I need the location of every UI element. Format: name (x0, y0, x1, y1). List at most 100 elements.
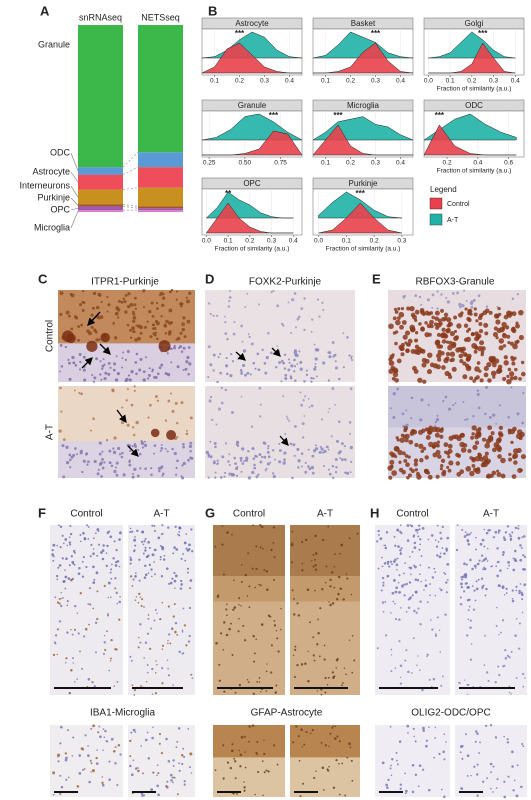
cell (396, 759, 398, 762)
cell (90, 727, 93, 730)
cell (399, 530, 402, 534)
cell (174, 473, 178, 476)
cell (114, 564, 118, 567)
cell (131, 319, 136, 324)
cell (508, 691, 511, 694)
micrograph-bg (455, 525, 527, 695)
cell (400, 433, 405, 438)
cell (244, 573, 248, 577)
cell (96, 472, 100, 476)
cell (520, 371, 526, 377)
cell (473, 765, 476, 768)
cell (168, 633, 171, 636)
cell (445, 296, 448, 299)
cell (463, 289, 466, 292)
cell (61, 444, 65, 448)
cell (163, 323, 167, 327)
cell (68, 541, 72, 544)
cell (138, 452, 142, 456)
cell (471, 585, 474, 588)
cell (92, 380, 95, 383)
cell (449, 351, 456, 357)
cell (190, 528, 193, 531)
cell (300, 403, 304, 407)
cell (405, 423, 409, 427)
cell (219, 476, 223, 479)
cell (91, 306, 95, 310)
cell (79, 451, 83, 455)
cell (136, 529, 139, 533)
cell (300, 452, 304, 455)
cell (419, 622, 422, 626)
cell (331, 464, 335, 468)
cell (266, 663, 268, 665)
cell (313, 367, 317, 371)
cell (78, 771, 82, 775)
cell (469, 619, 472, 622)
cell (255, 545, 258, 548)
cell (172, 765, 175, 767)
cell (443, 442, 449, 448)
cell (511, 474, 517, 479)
legend-title: Legend (430, 185, 457, 194)
cell (510, 386, 513, 389)
cell (212, 369, 215, 372)
cell (425, 744, 428, 748)
micrograph-bg (375, 525, 450, 695)
cell (398, 460, 402, 464)
cell (134, 338, 138, 342)
cell (497, 454, 502, 459)
cell (492, 447, 497, 453)
cell (386, 562, 390, 565)
cell (463, 679, 466, 681)
cell (212, 314, 215, 317)
cell (121, 451, 124, 455)
cell (300, 465, 303, 468)
cell (491, 357, 497, 362)
cell (161, 644, 165, 647)
cell (152, 332, 156, 336)
cell (508, 685, 511, 688)
cell (61, 534, 64, 537)
cell (216, 314, 219, 317)
cell (335, 466, 338, 469)
cell (110, 737, 114, 741)
cell (223, 690, 226, 693)
cell (351, 671, 354, 674)
cell (337, 592, 340, 596)
cell (101, 466, 105, 470)
cell (125, 399, 128, 402)
cell (478, 313, 483, 318)
cell (474, 345, 478, 350)
cell (137, 769, 140, 773)
micrograph (375, 524, 450, 695)
cell (231, 743, 234, 746)
cell (108, 530, 111, 533)
cell (317, 632, 320, 635)
cell (259, 546, 262, 549)
facet-title: ODC (465, 101, 483, 110)
cell (275, 684, 278, 687)
cell (477, 427, 482, 431)
cell (165, 784, 168, 788)
cell (180, 350, 184, 354)
cell (434, 340, 441, 346)
cell (180, 401, 184, 405)
cell (243, 460, 246, 463)
cell (263, 771, 266, 774)
cell (288, 361, 291, 364)
cell (434, 633, 437, 635)
cell (231, 749, 234, 753)
cell (392, 416, 396, 420)
cell (522, 685, 525, 688)
cell (511, 531, 514, 534)
cell (316, 375, 318, 378)
cell (331, 671, 334, 674)
cell (238, 683, 242, 687)
cell (147, 377, 150, 380)
cell (185, 432, 189, 436)
cell (509, 535, 512, 538)
cell (476, 732, 479, 735)
cell (476, 392, 480, 396)
x-tick-label: 0.3 (371, 78, 380, 85)
